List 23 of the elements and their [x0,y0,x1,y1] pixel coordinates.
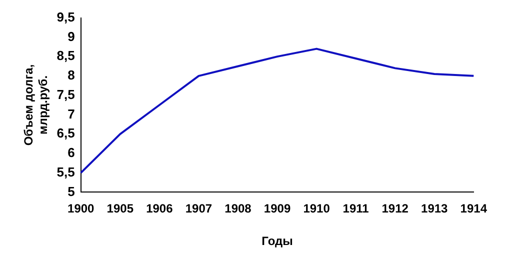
y-tick-label: 5,5 [56,164,75,180]
y-tick-label: 8,5 [56,48,75,64]
x-tick-label: 1911 [342,202,370,216]
x-tick-label: 1908 [224,202,252,216]
y-tick-label: 9,5 [56,9,75,24]
y-tick-label: 9 [68,28,75,44]
x-tick-label: 1914 [460,202,488,216]
x-tick-label: 1910 [303,202,330,216]
y-tick-label: 8 [68,68,75,83]
x-tick-label: 1909 [264,202,291,216]
y-tick-label: 5 [68,184,75,199]
y-tick-label: 7,5 [56,86,75,102]
y-tick-label: 6,5 [56,126,75,141]
x-axis-title: Годы [262,234,293,248]
x-tick-label: 1912 [382,202,409,216]
y-tick-label: 7 [68,106,75,122]
x-tick-label: 1913 [421,202,448,216]
y-axis-title: Объем долга, млрд.руб. [22,64,50,146]
y-tick-label: 6 [68,145,75,160]
x-tick-label: 1905 [106,202,134,216]
x-tick-label: 1906 [146,202,174,216]
x-tick-label: 1900 [68,202,95,216]
x-tick-label: 1907 [185,202,212,216]
